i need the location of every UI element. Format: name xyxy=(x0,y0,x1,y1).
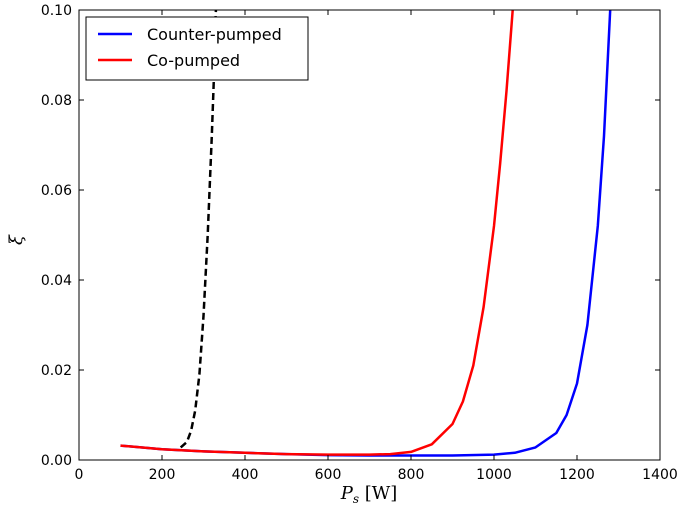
x-tick-label: 0 xyxy=(75,467,84,483)
plot-frame xyxy=(78,9,661,461)
y-tick-label: 0.08 xyxy=(41,93,72,109)
y-tick-label: 0.04 xyxy=(41,273,72,289)
legend-label-1: Co-pumped xyxy=(147,51,240,70)
x-tick-label: 1200 xyxy=(559,467,595,483)
legend-label-0: Counter-pumped xyxy=(147,25,282,44)
x-axis-label: Ps [W] xyxy=(340,483,398,506)
x-tick-label: 200 xyxy=(149,467,176,483)
x-tick-label: 1400 xyxy=(642,467,678,483)
x-tick-label: 1000 xyxy=(476,467,512,483)
plot-background xyxy=(79,10,660,460)
legend: Counter-pumped Co-pumped xyxy=(85,16,309,81)
y-axis-label: ξ xyxy=(6,234,27,245)
x-tick-label: 800 xyxy=(398,467,425,483)
series-line-1 xyxy=(120,10,514,456)
y-tick-label: 0.10 xyxy=(41,3,72,19)
y-tick-label: 0.06 xyxy=(41,183,72,199)
x-tick-label: 600 xyxy=(315,467,342,483)
y-tick-label: 0.00 xyxy=(41,453,72,469)
x-tick-label: 400 xyxy=(232,467,259,483)
ticks-layer: 0 200 400 600 800 1000 1200 1400 0.00 0.02 0.04 0.0… xyxy=(41,3,678,483)
series-line-2 xyxy=(179,10,218,449)
series-layer xyxy=(120,10,612,457)
legend-box xyxy=(85,16,309,81)
y-tick-label: 0.02 xyxy=(41,363,72,379)
